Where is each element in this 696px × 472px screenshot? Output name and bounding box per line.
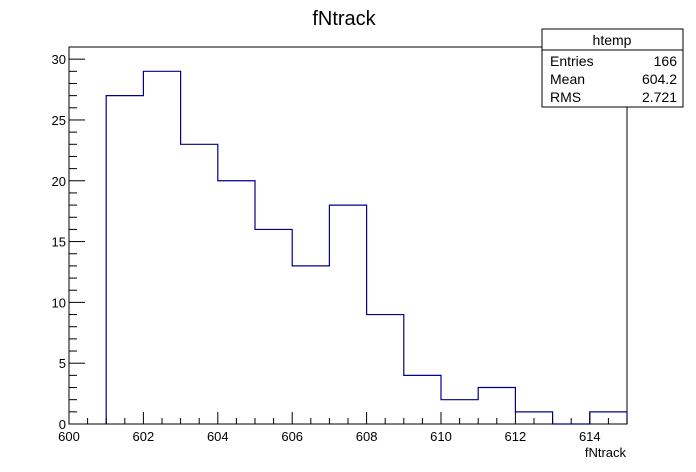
histogram-bin — [367, 315, 404, 424]
x-axis-ticks — [68, 412, 628, 424]
y-tick-label: 0 — [59, 417, 66, 432]
y-axis-ticks — [69, 46, 85, 425]
x-tick-label: 604 — [207, 429, 229, 444]
histogram-bin — [218, 181, 255, 424]
histogram-bin — [143, 71, 180, 424]
y-tick-label: 15 — [52, 235, 66, 250]
stats-mean-label: Mean — [550, 71, 585, 87]
stats-box-frame — [541, 28, 684, 108]
histogram-bin — [255, 229, 292, 424]
x-tick-label: 612 — [505, 429, 527, 444]
y-tick-label: 30 — [52, 52, 66, 67]
y-tick-label: 5 — [59, 356, 66, 371]
histogram-bin — [329, 205, 366, 424]
y-tick-label: 25 — [52, 113, 66, 128]
histogram-bin — [292, 266, 329, 424]
y-tick-label: 10 — [52, 295, 66, 310]
stats-box: htemp Entries 166 Mean 604.2 RMS 2.721 — [541, 28, 684, 108]
stats-entries-value: 166 — [654, 53, 678, 69]
stats-box-title: htemp — [593, 32, 632, 48]
x-axis-title: fNtrack — [585, 445, 627, 460]
histogram-bin — [106, 96, 143, 424]
stats-rms-value: 2.721 — [642, 89, 677, 105]
stats-entries-label: Entries — [550, 53, 594, 69]
x-tick-label: 606 — [281, 429, 303, 444]
y-axis-tick-labels: 0 5 10 15 20 25 30 — [52, 52, 66, 432]
x-tick-label: 610 — [430, 429, 452, 444]
chart-title: fNtrack — [312, 8, 376, 30]
stats-mean-value: 604.2 — [642, 71, 677, 87]
x-tick-label: 600 — [58, 429, 80, 444]
histogram-outline — [105, 70, 628, 425]
x-tick-label: 608 — [356, 429, 378, 444]
histogram-bin — [181, 144, 218, 424]
x-tick-label: 602 — [133, 429, 155, 444]
x-tick-label: 614 — [579, 429, 601, 444]
histogram-bin — [404, 375, 441, 424]
y-tick-label: 20 — [52, 174, 66, 189]
x-axis-tick-labels: 600 602 604 606 608 610 612 614 — [58, 429, 601, 444]
stats-rms-label: RMS — [550, 89, 581, 105]
